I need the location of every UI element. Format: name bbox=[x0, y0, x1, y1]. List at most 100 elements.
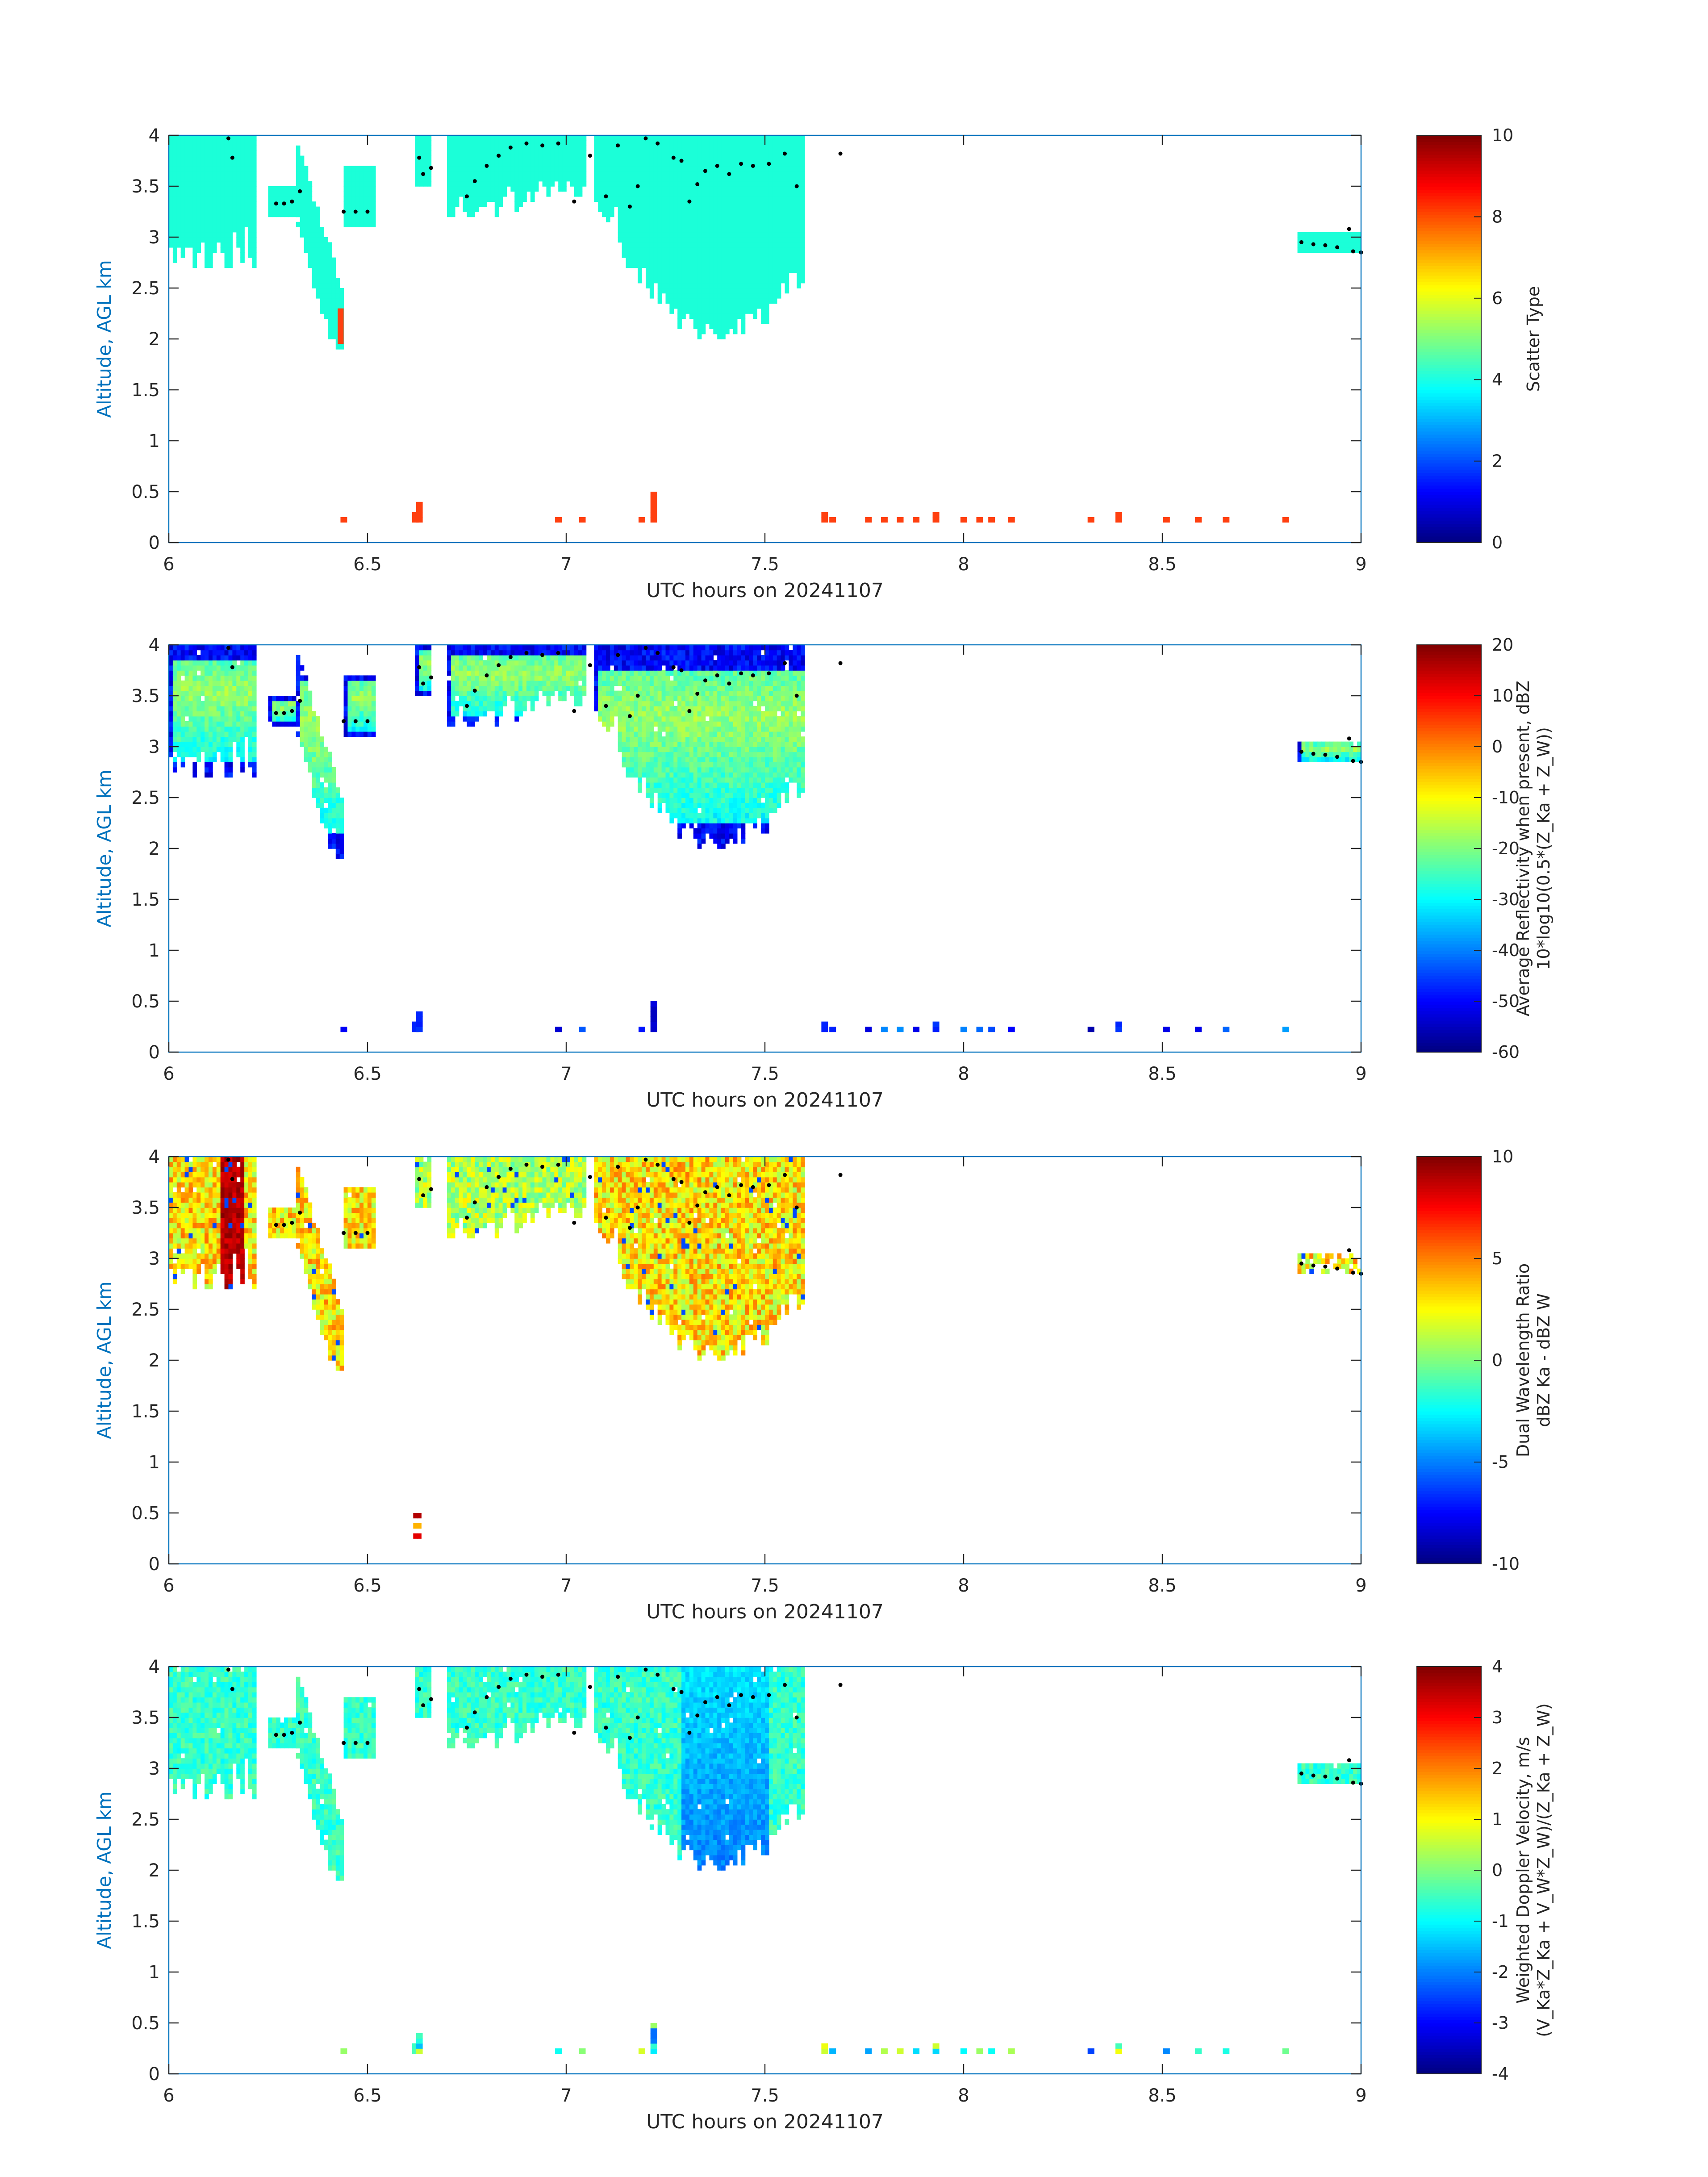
data-cell bbox=[506, 181, 511, 187]
data-cell bbox=[196, 140, 201, 146]
data-cell bbox=[240, 650, 245, 656]
data-cell bbox=[216, 675, 221, 681]
data-cell bbox=[224, 731, 229, 737]
data-cell bbox=[602, 670, 606, 676]
data-cell bbox=[343, 201, 348, 207]
data-cell bbox=[534, 655, 539, 660]
colorbar-segment bbox=[1417, 504, 1481, 508]
data-cell bbox=[677, 161, 682, 167]
data-cell bbox=[216, 685, 221, 691]
data-cell bbox=[479, 135, 483, 141]
data-cell bbox=[634, 731, 638, 737]
data-cell bbox=[685, 217, 690, 222]
data-cell bbox=[316, 263, 320, 268]
data-cell bbox=[717, 293, 722, 299]
data-cell bbox=[490, 685, 495, 691]
data-cell bbox=[646, 257, 650, 263]
colorbar-segment bbox=[1417, 339, 1481, 343]
data-cell bbox=[347, 680, 352, 686]
data-cell bbox=[220, 665, 225, 671]
data-cell bbox=[347, 726, 352, 732]
data-cell bbox=[729, 221, 734, 227]
data-cell bbox=[785, 252, 789, 258]
data-cell bbox=[634, 701, 638, 706]
data-cell bbox=[765, 201, 769, 207]
data-cell bbox=[335, 787, 340, 793]
data-cell bbox=[649, 777, 654, 783]
data-cell bbox=[602, 645, 606, 651]
data-cell bbox=[331, 308, 336, 314]
data-cell bbox=[216, 232, 221, 238]
data-cell bbox=[761, 206, 765, 212]
cloud-top-point bbox=[342, 209, 346, 214]
data-cell bbox=[757, 181, 761, 187]
data-cell bbox=[602, 685, 606, 691]
data-cell bbox=[228, 237, 233, 243]
data-cell bbox=[610, 650, 614, 656]
data-cell bbox=[749, 191, 754, 197]
data-cell bbox=[502, 670, 507, 676]
data-cell bbox=[367, 680, 372, 686]
data-cell bbox=[343, 217, 348, 222]
data-cell bbox=[212, 212, 217, 217]
data-cell bbox=[657, 201, 662, 207]
data-cell bbox=[669, 293, 674, 299]
data-cell bbox=[518, 161, 523, 167]
data-cell bbox=[451, 665, 455, 671]
data-cell bbox=[244, 176, 249, 182]
data-cell bbox=[630, 212, 635, 217]
data-cell bbox=[526, 670, 531, 676]
cloud-top-point bbox=[226, 136, 230, 141]
data-cell bbox=[725, 303, 730, 309]
data-cell bbox=[566, 161, 571, 167]
data-cell bbox=[705, 318, 710, 324]
data-cell bbox=[626, 227, 631, 233]
data-cell bbox=[661, 155, 666, 161]
colorbar-segment bbox=[1417, 358, 1481, 362]
data-cell bbox=[626, 675, 631, 681]
data-cell bbox=[268, 711, 273, 717]
data-cell bbox=[669, 263, 674, 268]
data-cell bbox=[570, 655, 575, 660]
data-cell bbox=[475, 690, 479, 696]
data-cell bbox=[741, 176, 746, 182]
data-cell bbox=[518, 201, 523, 207]
data-cell bbox=[534, 150, 539, 156]
data-cell bbox=[614, 670, 618, 676]
data-cell bbox=[753, 196, 757, 202]
data-cell bbox=[685, 252, 690, 258]
data-cell bbox=[518, 696, 523, 702]
data-cell bbox=[550, 680, 555, 686]
data-cell bbox=[479, 191, 483, 197]
data-cell bbox=[209, 716, 213, 722]
data-cell bbox=[634, 660, 638, 666]
data-cell bbox=[216, 196, 221, 202]
data-cell bbox=[300, 680, 305, 686]
data-cell bbox=[312, 787, 317, 793]
data-cell bbox=[205, 731, 209, 737]
data-cell bbox=[689, 263, 694, 268]
data-cell bbox=[785, 140, 789, 146]
data-cell bbox=[649, 665, 654, 671]
data-cell bbox=[797, 196, 801, 202]
data-cell bbox=[220, 227, 225, 233]
data-cell bbox=[494, 675, 499, 681]
data-cell bbox=[252, 145, 257, 151]
data-cell bbox=[355, 206, 360, 212]
data-cell bbox=[542, 645, 547, 651]
data-cell bbox=[649, 212, 654, 217]
data-cell bbox=[343, 196, 348, 202]
data-cell bbox=[765, 272, 769, 278]
data-cell bbox=[184, 191, 189, 197]
data-cell bbox=[789, 247, 793, 253]
data-cell bbox=[423, 145, 428, 151]
data-cell bbox=[630, 155, 635, 161]
data-cell bbox=[673, 186, 678, 192]
data-cell bbox=[634, 685, 638, 691]
data-cell bbox=[205, 186, 209, 192]
data-cell bbox=[244, 675, 249, 681]
data-cell bbox=[797, 135, 801, 141]
data-cell bbox=[471, 135, 476, 141]
data-cell bbox=[626, 212, 631, 217]
data-cell bbox=[188, 747, 193, 752]
